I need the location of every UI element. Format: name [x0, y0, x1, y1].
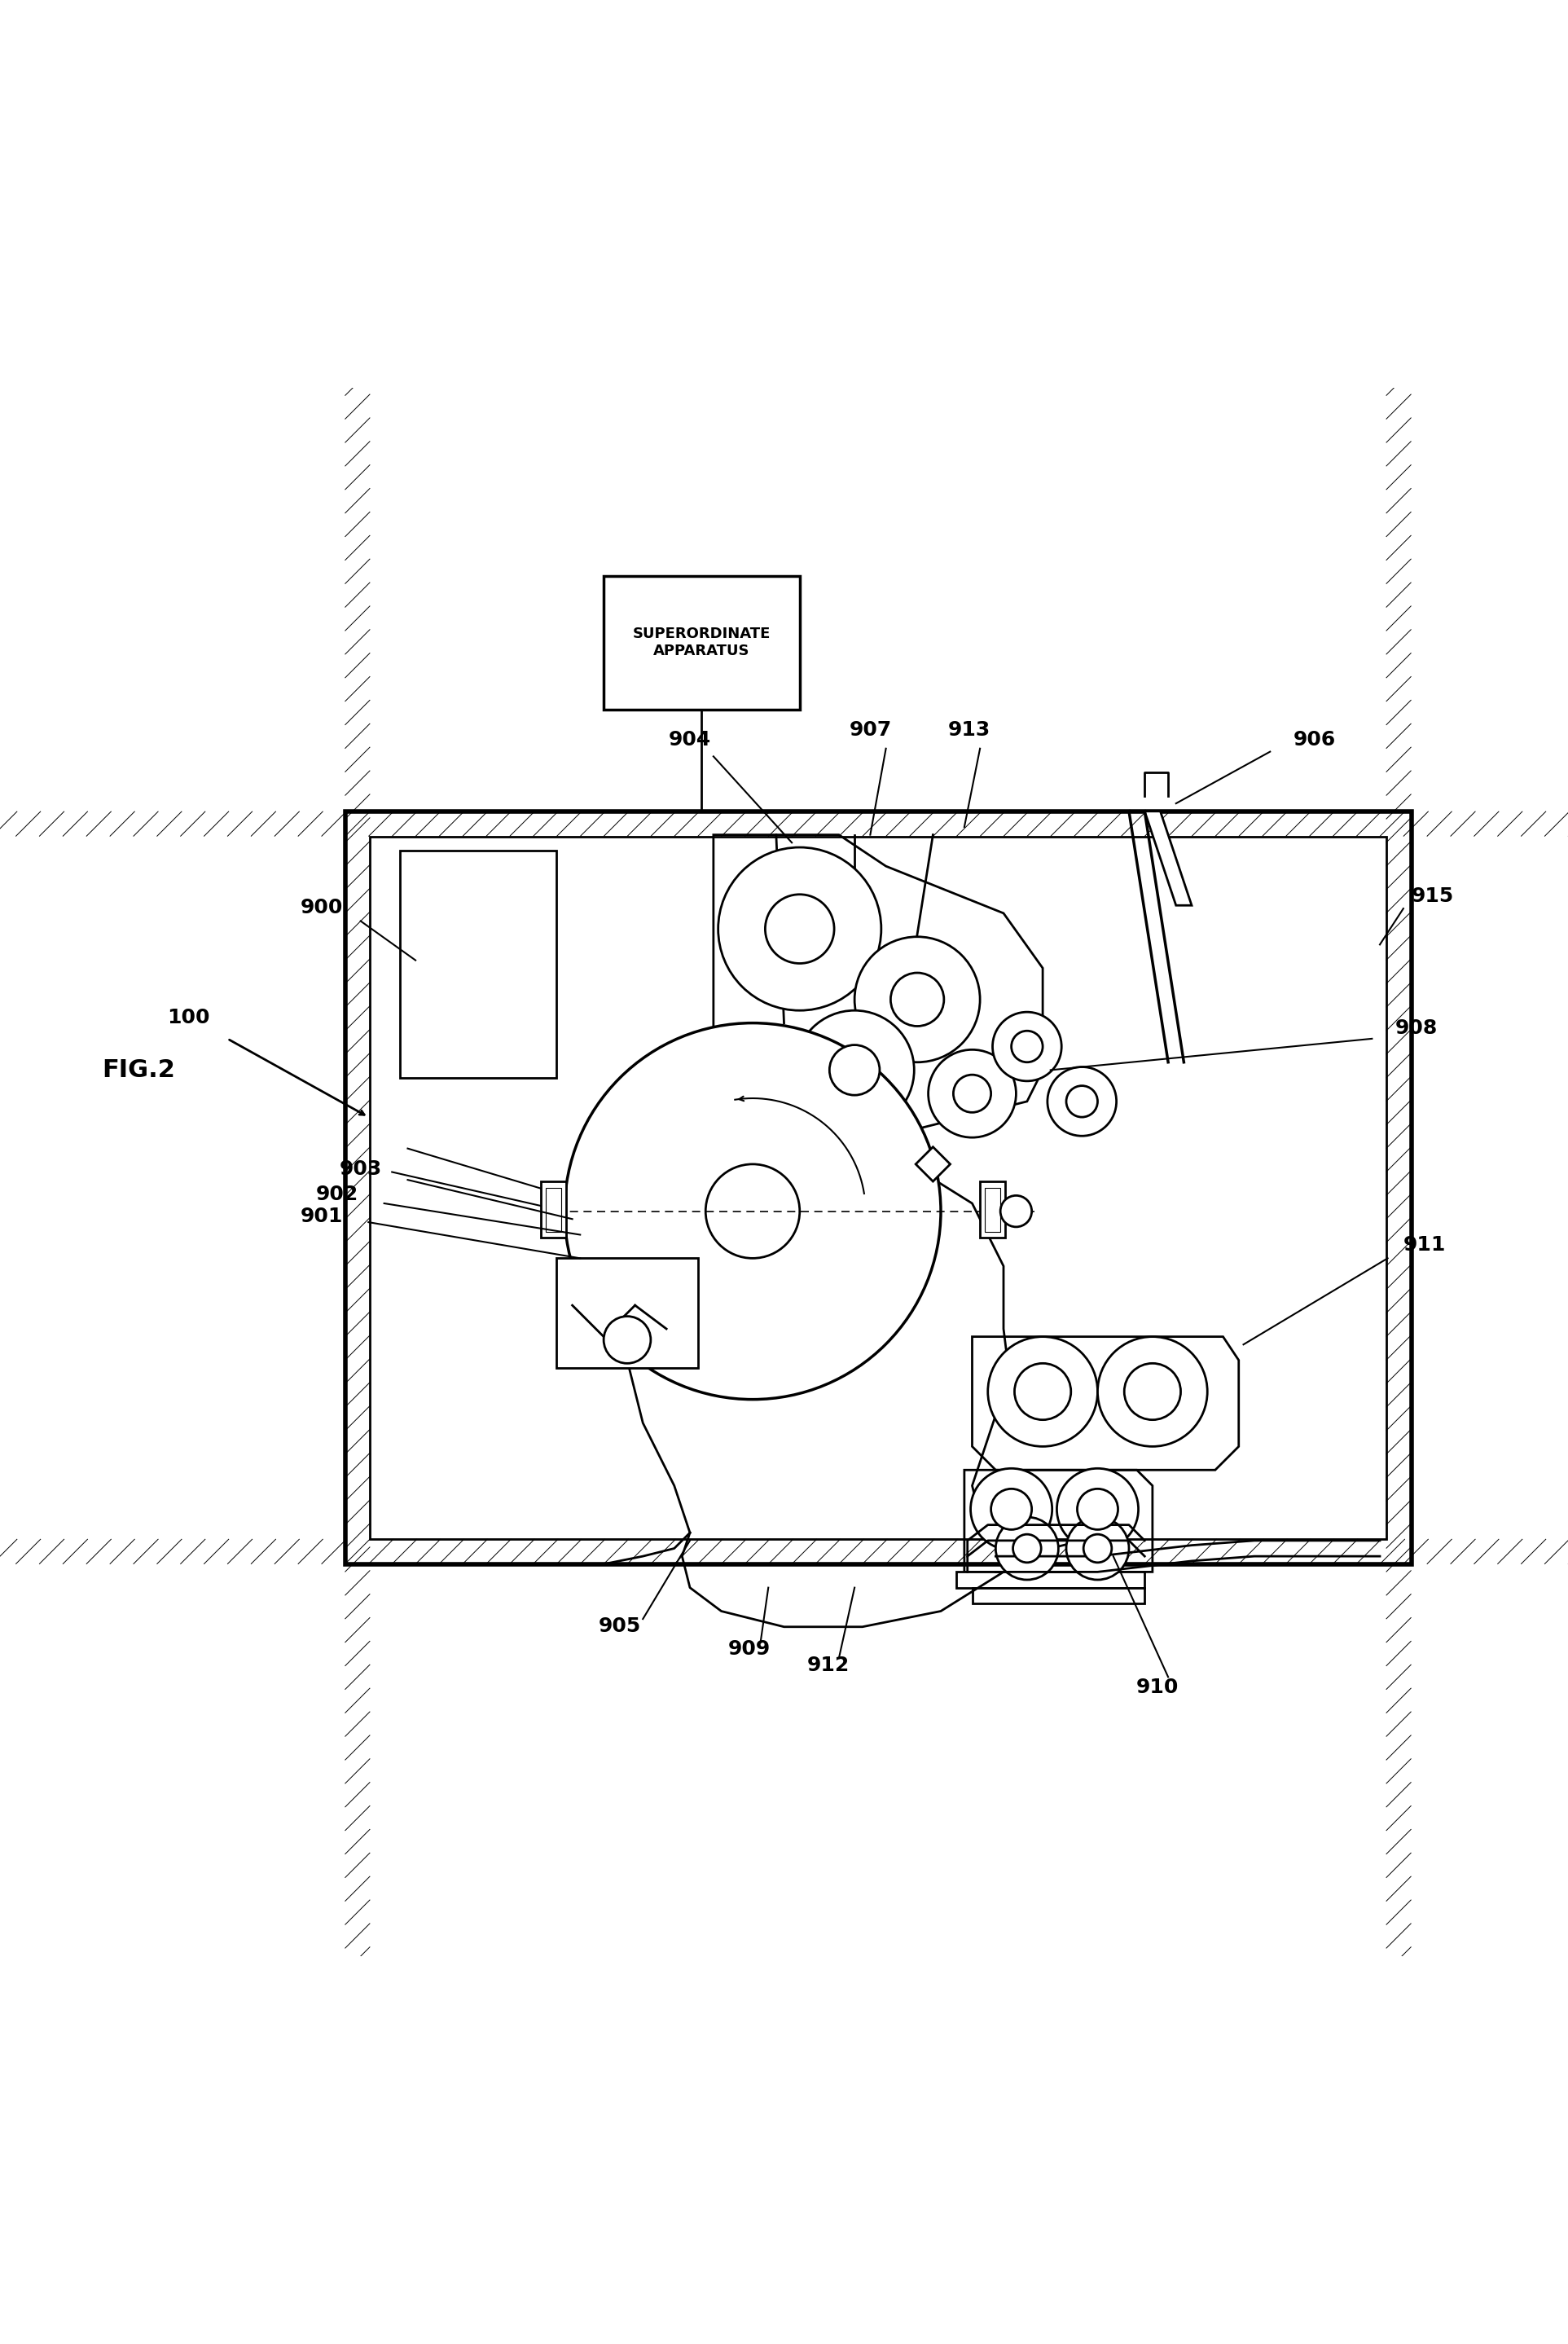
- Text: 100: 100: [166, 1008, 210, 1027]
- Circle shape: [1066, 1085, 1098, 1118]
- Polygon shape: [916, 1146, 950, 1181]
- Circle shape: [993, 1013, 1062, 1081]
- Text: 912: 912: [806, 1655, 850, 1676]
- Text: 902: 902: [315, 1184, 359, 1205]
- Text: 908: 908: [1396, 1020, 1438, 1038]
- Bar: [345, 811, 1411, 1563]
- Bar: [370, 837, 1386, 1540]
- Polygon shape: [1145, 811, 1192, 905]
- Bar: [557, 1259, 698, 1369]
- Circle shape: [928, 1050, 1016, 1137]
- Bar: [985, 1188, 1000, 1231]
- Circle shape: [1047, 1067, 1116, 1137]
- Circle shape: [706, 1165, 800, 1259]
- Circle shape: [1083, 1535, 1112, 1563]
- Circle shape: [1000, 1195, 1032, 1226]
- Polygon shape: [956, 1573, 1145, 1587]
- Circle shape: [1124, 1364, 1181, 1420]
- Circle shape: [855, 938, 980, 1062]
- Text: 910: 910: [1135, 1678, 1179, 1697]
- Bar: [980, 1181, 1005, 1238]
- Circle shape: [991, 1488, 1032, 1531]
- Text: 915: 915: [1411, 886, 1454, 907]
- Circle shape: [604, 1317, 651, 1364]
- Text: FIG.2: FIG.2: [102, 1057, 176, 1083]
- Circle shape: [765, 895, 834, 963]
- Circle shape: [891, 973, 944, 1027]
- Text: 901: 901: [299, 1207, 343, 1226]
- Bar: [546, 1188, 561, 1231]
- Text: 905: 905: [597, 1615, 641, 1636]
- Circle shape: [996, 1517, 1058, 1580]
- Bar: [400, 851, 557, 1078]
- Text: 909: 909: [728, 1638, 771, 1660]
- Text: 913: 913: [947, 720, 991, 741]
- Circle shape: [1066, 1517, 1129, 1580]
- Circle shape: [1077, 1488, 1118, 1531]
- Text: 906: 906: [1294, 729, 1336, 750]
- Circle shape: [1098, 1336, 1207, 1446]
- Text: 903: 903: [339, 1160, 383, 1179]
- Circle shape: [1014, 1364, 1071, 1420]
- Bar: [604, 577, 800, 710]
- Text: 900: 900: [299, 898, 343, 917]
- Circle shape: [718, 846, 881, 1010]
- Circle shape: [829, 1045, 880, 1095]
- Bar: [541, 1181, 566, 1238]
- Circle shape: [953, 1076, 991, 1113]
- Text: 907: 907: [848, 720, 892, 741]
- Circle shape: [564, 1022, 941, 1399]
- Circle shape: [795, 1010, 914, 1130]
- Circle shape: [1011, 1031, 1043, 1062]
- Text: SUPERORDINATE
APPARATUS: SUPERORDINATE APPARATUS: [633, 626, 770, 659]
- Text: 911: 911: [1403, 1235, 1446, 1254]
- Circle shape: [1057, 1467, 1138, 1549]
- Polygon shape: [972, 1587, 1145, 1603]
- Circle shape: [1013, 1535, 1041, 1563]
- Circle shape: [971, 1467, 1052, 1549]
- Circle shape: [988, 1336, 1098, 1446]
- Text: 904: 904: [668, 729, 712, 750]
